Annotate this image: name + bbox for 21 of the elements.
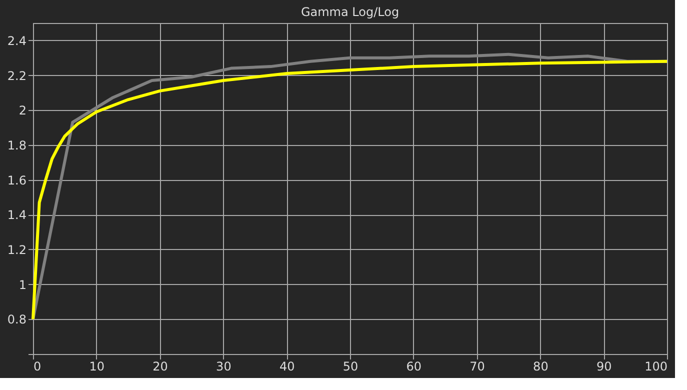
chart-title: Gamma Log/Log [300, 5, 400, 19]
y-tick-label: 1.8 [7, 138, 26, 152]
y-tick-label: 1.4 [7, 208, 26, 222]
x-tick-label: 10 [89, 360, 105, 374]
x-tick-label: 0 [34, 360, 42, 374]
y-tick-label: 0.8 [7, 312, 26, 327]
y-tick-label: 1 [18, 278, 26, 292]
x-tick-label: 20 [152, 360, 168, 374]
x-tick-label: 80 [533, 360, 548, 374]
x-tick-label: 30 [216, 360, 232, 374]
y-tick-label: 2 [18, 104, 26, 118]
x-tick-label: 40 [279, 360, 295, 374]
y-tick-label: 2.4 [7, 34, 26, 48]
x-tick-label: 90 [596, 360, 612, 374]
x-tick-label: 70 [470, 360, 485, 374]
y-tick-label: 1.2 [7, 242, 26, 257]
y-tick-label: 1.6 [7, 173, 26, 188]
x-tick-label: 60 [406, 360, 422, 374]
x-tick-label: 100 [644, 360, 668, 374]
x-tick-label: 50 [342, 360, 358, 374]
y-tick-label: 2.2 [7, 68, 26, 83]
